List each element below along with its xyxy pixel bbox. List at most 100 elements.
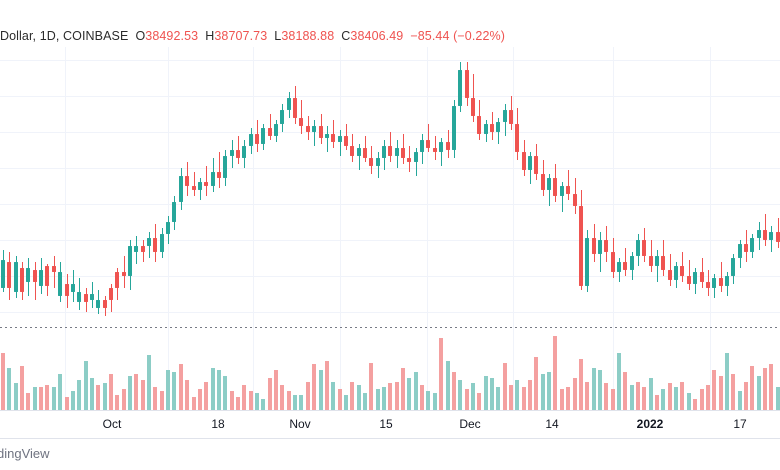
volume-bar bbox=[712, 370, 716, 410]
candle-body bbox=[141, 246, 145, 252]
candle-body bbox=[719, 278, 723, 286]
volume-bar bbox=[490, 377, 494, 410]
candle-body bbox=[585, 238, 589, 286]
candle-body bbox=[331, 134, 335, 142]
volume-bar bbox=[230, 391, 234, 410]
volume-bar bbox=[509, 385, 513, 410]
candle-body bbox=[750, 238, 754, 252]
candle-body bbox=[649, 256, 653, 266]
candle-body bbox=[223, 156, 227, 178]
volume-bar bbox=[496, 387, 500, 410]
candle-wick bbox=[194, 172, 195, 196]
candle-body bbox=[319, 126, 323, 138]
candle-body bbox=[115, 272, 119, 288]
candle-body bbox=[198, 182, 202, 190]
volume-bar bbox=[306, 381, 310, 410]
volume-bar bbox=[33, 387, 37, 410]
candle-body bbox=[617, 262, 621, 272]
volume-bar bbox=[388, 383, 392, 410]
candle-body bbox=[268, 128, 272, 136]
volume-bar bbox=[128, 375, 132, 410]
candle-body bbox=[128, 246, 132, 276]
candle-wick bbox=[270, 114, 271, 140]
candle-body bbox=[401, 148, 405, 158]
candle-body bbox=[776, 232, 780, 242]
candle-body bbox=[592, 238, 596, 254]
volume-bar bbox=[465, 389, 469, 410]
candle-body bbox=[274, 124, 278, 136]
candle-body bbox=[242, 146, 246, 158]
volume-bar bbox=[668, 383, 672, 410]
volume-bar bbox=[700, 389, 704, 410]
candle-body bbox=[465, 70, 469, 98]
volume-pane bbox=[0, 328, 780, 410]
candle-body bbox=[598, 240, 602, 254]
candle-wick bbox=[549, 174, 550, 206]
candle-body bbox=[287, 98, 291, 110]
volume-bar bbox=[585, 381, 589, 410]
volume-bar bbox=[312, 364, 316, 410]
candle-wick bbox=[54, 256, 55, 288]
volume-bar bbox=[236, 396, 240, 410]
candle-body bbox=[573, 194, 577, 206]
volume-bar bbox=[96, 385, 100, 410]
candle-body bbox=[26, 268, 30, 282]
candle-body bbox=[261, 128, 265, 144]
candle-body bbox=[528, 156, 532, 170]
candle-body bbox=[39, 270, 43, 286]
volume-bar bbox=[223, 375, 227, 410]
volume-bar bbox=[750, 366, 754, 410]
volume-bar bbox=[592, 368, 596, 410]
candle-body bbox=[560, 186, 564, 196]
time-axis-tick: 17 bbox=[733, 417, 747, 431]
volume-bar bbox=[84, 360, 88, 410]
volume-bar bbox=[744, 381, 748, 410]
candle-body bbox=[661, 256, 665, 270]
volume-bar bbox=[484, 375, 488, 410]
candle-body bbox=[452, 106, 456, 150]
candle-body bbox=[458, 70, 462, 106]
candle-body bbox=[160, 234, 164, 252]
candle-body bbox=[769, 232, 773, 240]
candle-body bbox=[522, 152, 526, 170]
candle-wick bbox=[562, 182, 563, 212]
volume-bar bbox=[655, 394, 659, 410]
candle-wick bbox=[314, 120, 315, 146]
candle-body bbox=[293, 98, 297, 118]
candle-body bbox=[204, 182, 208, 186]
volume-bar bbox=[90, 377, 94, 410]
volume-bar bbox=[769, 364, 773, 410]
volume-bar bbox=[471, 383, 475, 410]
candle-body bbox=[236, 150, 240, 158]
candle-body bbox=[700, 272, 704, 282]
candle-body bbox=[509, 110, 513, 124]
candle-body bbox=[7, 262, 11, 288]
volume-bar bbox=[598, 370, 602, 410]
candle-wick bbox=[721, 262, 722, 292]
volume-bar bbox=[382, 387, 386, 410]
volume-bar bbox=[573, 377, 577, 410]
candle-body bbox=[122, 272, 126, 276]
volume-bar bbox=[122, 389, 126, 410]
volume-bar bbox=[503, 362, 507, 410]
candle-body bbox=[541, 174, 545, 190]
volume-bar bbox=[141, 379, 145, 410]
legend-low-key: L bbox=[274, 29, 282, 43]
volume-bar bbox=[541, 373, 545, 410]
candle-body bbox=[185, 176, 189, 186]
volume-bar bbox=[395, 381, 399, 410]
time-axis[interactable]: Oct 18 Nov 15 Dec 14 2022 17 bbox=[0, 410, 780, 438]
candle-wick bbox=[359, 144, 360, 170]
volume-bar bbox=[344, 394, 348, 410]
candle-wick bbox=[689, 260, 690, 290]
candle-body bbox=[45, 266, 49, 286]
candle-body bbox=[363, 148, 367, 158]
candle-body bbox=[376, 158, 380, 166]
volume-bar bbox=[579, 358, 583, 410]
time-axis-tick: 15 bbox=[379, 417, 393, 431]
volume-bar bbox=[299, 394, 303, 410]
volume-bar bbox=[255, 392, 259, 410]
candle-body bbox=[484, 124, 488, 134]
candle-wick bbox=[206, 166, 207, 196]
volume-bar bbox=[14, 383, 18, 410]
